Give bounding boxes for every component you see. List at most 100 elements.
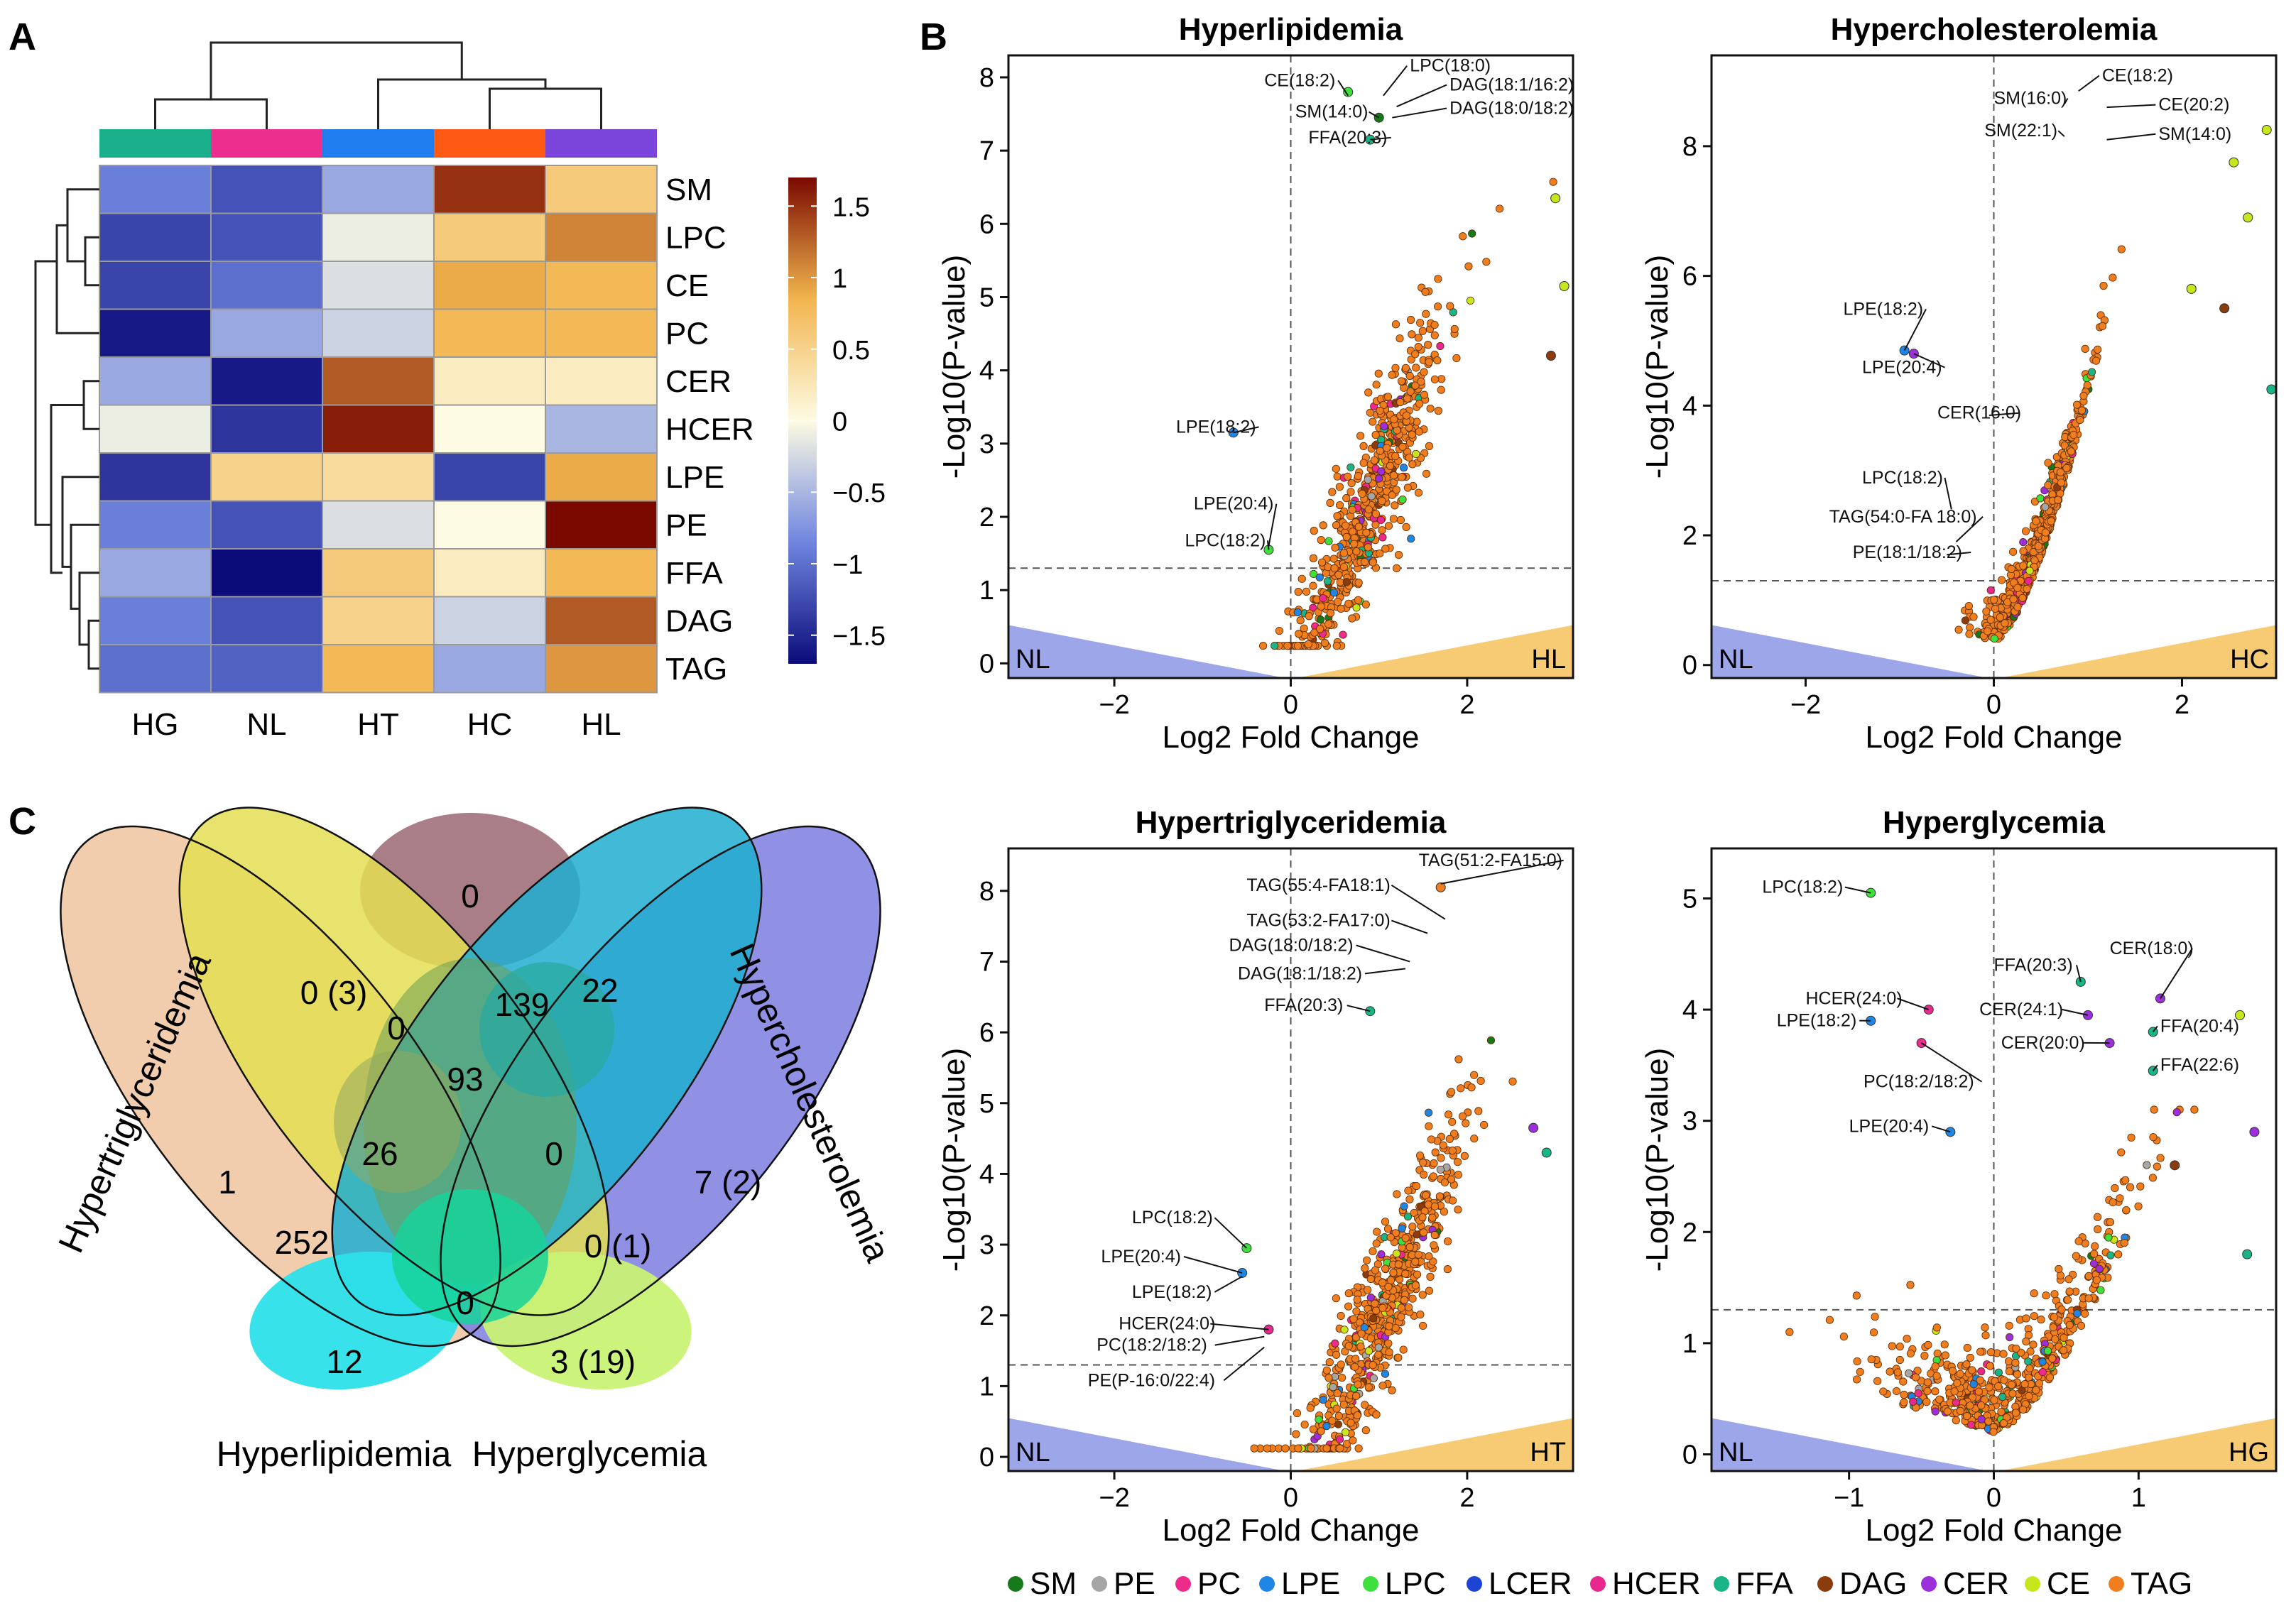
heatmap-column-label: HL (581, 707, 621, 742)
data-point-tag (1281, 1444, 1290, 1453)
data-point-tag (1373, 1228, 1381, 1236)
data-point-ffa (1998, 1393, 2007, 1401)
venn-region-left-overlap (334, 1051, 462, 1193)
annotation-leader-line (2106, 104, 2156, 109)
annotation-leader-line (1268, 503, 1278, 547)
annotation-leader-line (2152, 1025, 2158, 1033)
heatmap-cell (545, 500, 658, 550)
point-annotation: CER(16:0) (1937, 403, 2021, 423)
data-point-tag (1362, 528, 1371, 537)
data-point-tag (1366, 1334, 1375, 1343)
data-point-tag (2065, 1287, 2074, 1296)
data-point-tag (1332, 642, 1341, 650)
data-point-tag (2009, 595, 2018, 603)
venn-region-count: 139 (495, 986, 550, 1023)
data-point-tag (1324, 1374, 1333, 1382)
column-group-swatch (322, 129, 434, 158)
data-point-pe (1374, 1343, 1383, 1352)
annotation-leader-line (2076, 965, 2082, 983)
data-point-pc (1319, 594, 1327, 603)
data-point-tag (1825, 1316, 1834, 1324)
data-point-tag (1986, 1362, 1994, 1370)
data-point-tag (1984, 627, 1992, 635)
data-point-tag (1352, 1307, 1361, 1316)
data-point-tag (1334, 597, 1342, 606)
data-point-tag (2060, 1333, 2068, 1342)
point-annotation: LPC(18:2) (1185, 530, 1266, 550)
point-annotation: FFA(20:4) (2160, 1016, 2239, 1036)
data-point-tag (1433, 356, 1442, 365)
data-point-tag (1785, 1328, 1794, 1336)
data-point-tag (2055, 1264, 2063, 1274)
heatmap-column-label: NL (246, 707, 286, 742)
left-group-label: NL (1016, 1438, 1050, 1467)
data-point-tag (1428, 1213, 1437, 1222)
data-point-tag (1388, 1386, 1396, 1394)
row-dendrogram-branch (55, 224, 99, 334)
plot-area (1008, 848, 1573, 1471)
data-point-tag (2019, 1405, 2028, 1414)
data-point-tag (2034, 542, 2042, 550)
data-point-tag (2120, 1239, 2128, 1247)
y-tick-label: 0 (1682, 1441, 1697, 1470)
data-point-tag (1419, 1159, 1427, 1167)
heatmap-row-label: LPC (665, 220, 727, 255)
heatmap-cell (322, 500, 435, 550)
point-annotation: PC(18:2/18:2) (1864, 1072, 1974, 1092)
annotation-leader-line (1440, 859, 1564, 885)
data-point-tag (1297, 574, 1306, 583)
data-point-tag (1453, 1158, 1462, 1166)
data-point-lpc (1398, 496, 1407, 504)
data-point-tag (2005, 1367, 2013, 1376)
heatmap-cell (433, 261, 546, 310)
y-tick-label: 5 (1682, 884, 1697, 914)
annotation-leader-line (2152, 1064, 2158, 1071)
right-group-wedge (1999, 625, 2276, 678)
data-point-tag (1334, 571, 1343, 579)
data-point-ffa (2024, 1357, 2033, 1366)
data-point-tag (1378, 497, 1386, 505)
heatmap-cell (545, 452, 658, 502)
x-tick-label: −1 (1834, 1483, 1864, 1513)
annotation-leader-line (1214, 1335, 1265, 1346)
data-point-tag (1403, 394, 1412, 403)
heatmap-cell (210, 404, 323, 454)
data-point-tag (2056, 468, 2065, 476)
heatmap-cell (322, 308, 435, 358)
point-annotation: LPE(18:2) (1844, 299, 1924, 319)
legend-label: LPE (1281, 1566, 1340, 1601)
data-point-hcer (1335, 1435, 1344, 1443)
data-point-tag (1346, 1419, 1355, 1427)
data-point-tag (1361, 1426, 1370, 1435)
data-point-pe (2143, 1161, 2151, 1169)
annotation-leader-line (1356, 944, 1410, 963)
data-point-tag (1396, 398, 1405, 407)
panel-letter-c: C (9, 800, 36, 843)
point-annotation: FFA(20:3) (1308, 128, 1387, 148)
data-point-tag (1434, 275, 1442, 283)
data-point-tag (1867, 1355, 1876, 1364)
y-tick-label: 2 (1682, 1218, 1697, 1247)
data-point-tag (1293, 642, 1302, 650)
data-point-tag (1892, 1387, 1901, 1396)
data-point-tag (1317, 558, 1327, 567)
heatmap-row-label: LPE (665, 460, 724, 495)
point-annotation: PC(18:2/18:2) (1097, 1335, 1207, 1355)
point-annotation: SM(14:0) (2158, 124, 2231, 144)
heatmap-cell (545, 261, 658, 310)
left-group-wedge (1008, 625, 1285, 678)
data-point-tag (1935, 1395, 1944, 1404)
data-point-tag (2042, 1291, 2050, 1300)
data-point-tag (1317, 536, 1325, 545)
data-point-tag (1332, 1294, 1340, 1303)
data-point-tag (2022, 1337, 2030, 1346)
data-point-tag (2064, 1275, 2073, 1284)
data-point-tag (1388, 371, 1396, 379)
data-point-ffa (2242, 1249, 2253, 1259)
data-point-tag (1424, 341, 1432, 349)
data-point-lpc (1990, 634, 1998, 643)
heatmap-cell (210, 165, 323, 214)
y-axis-label: -Log10(P-value) (1640, 255, 1675, 479)
point-annotation: DAG(18:1/18:2) (1238, 963, 1362, 983)
heatmap-row-label: SM (665, 173, 712, 207)
